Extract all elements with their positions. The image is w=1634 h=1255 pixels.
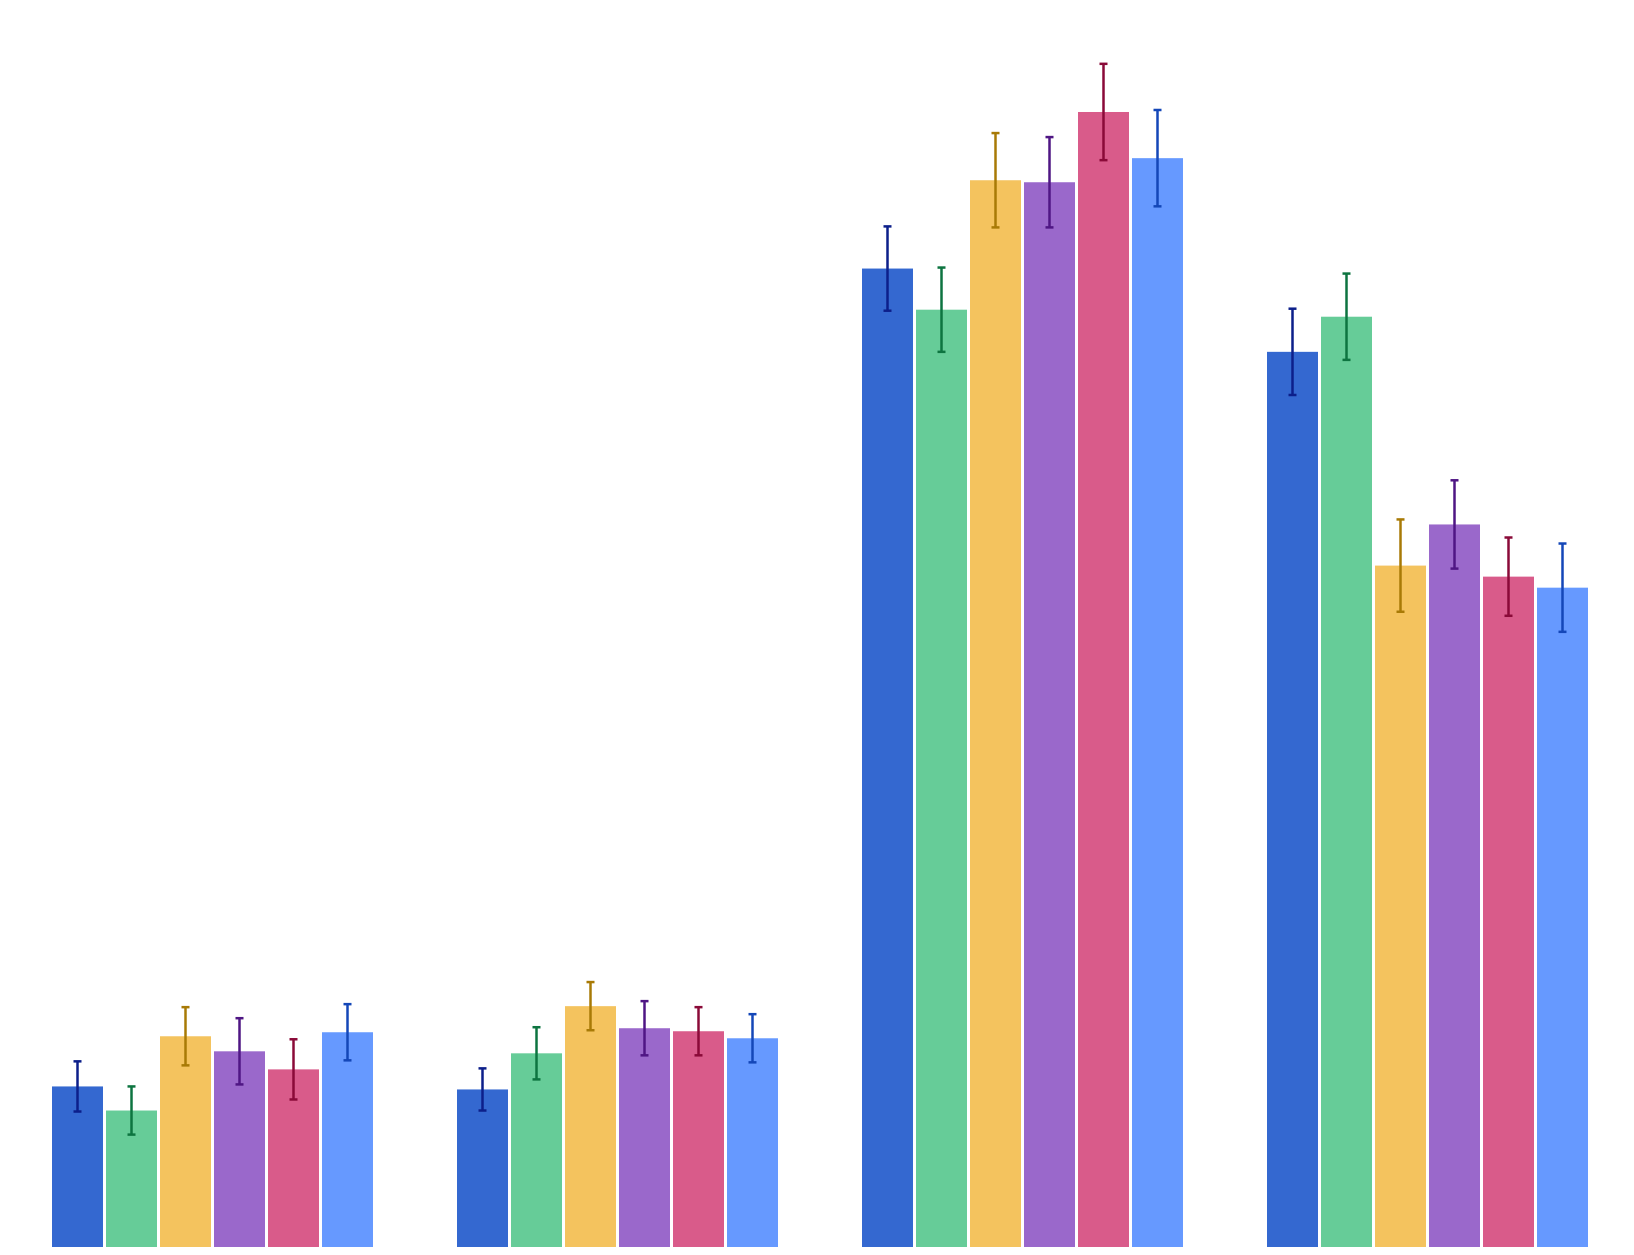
bar-g1-s1 xyxy=(52,1086,103,1247)
bar-g3-s5 xyxy=(1078,111,1129,1247)
bar-g4-s3 xyxy=(1375,565,1426,1247)
error-bar-g1-s4 xyxy=(235,1016,244,1086)
bar-g4-s5 xyxy=(1483,576,1534,1247)
error-bar-g3-s6 xyxy=(1153,108,1162,208)
bar-g4-s1 xyxy=(1267,351,1318,1247)
error-bar-g4-s4 xyxy=(1450,479,1459,570)
error-bar-g4-s2 xyxy=(1342,272,1351,362)
bar-g2-s6 xyxy=(727,1038,778,1247)
bar-g2-s2 xyxy=(511,1053,562,1247)
bar-g3-s4 xyxy=(1024,182,1075,1247)
error-bar-g1-s6 xyxy=(343,1002,352,1062)
error-bar-g3-s2 xyxy=(937,266,946,354)
bar-g3-s6 xyxy=(1132,158,1183,1247)
error-bar-g4-s3 xyxy=(1396,518,1405,614)
error-bar-g2-s1 xyxy=(478,1067,487,1112)
bar-g2-s3 xyxy=(565,1006,616,1247)
bar-g2-s4 xyxy=(619,1028,670,1247)
error-bar-g2-s6 xyxy=(748,1012,757,1064)
bar-g3-s3 xyxy=(970,180,1021,1247)
bar-g4-s4 xyxy=(1429,524,1480,1247)
bar-g2-s5 xyxy=(673,1031,724,1247)
error-bar-g4-s1 xyxy=(1288,307,1297,397)
error-bar-g1-s1 xyxy=(73,1060,82,1113)
bar-g3-s2 xyxy=(916,309,967,1247)
bar-g3-s1 xyxy=(862,268,913,1247)
error-bar-g2-s4 xyxy=(640,999,649,1057)
bar-g4-s2 xyxy=(1321,316,1372,1247)
error-bar-g3-s1 xyxy=(883,225,892,312)
error-bar-g1-s3 xyxy=(181,1005,190,1067)
error-bar-g4-s6 xyxy=(1558,542,1567,634)
error-bar-g2-s2 xyxy=(532,1025,541,1081)
bar-g2-s1 xyxy=(457,1089,508,1247)
bar-g1-s6 xyxy=(322,1032,373,1247)
error-bar-g3-s3 xyxy=(991,131,1000,229)
error-bar-g1-s5 xyxy=(289,1038,298,1101)
bar-g1-s3 xyxy=(160,1036,211,1247)
error-bar-g3-s4 xyxy=(1045,135,1054,229)
bar-g4-s6 xyxy=(1537,587,1588,1247)
error-bar-g2-s5 xyxy=(694,1005,703,1057)
error-bar-g4-s5 xyxy=(1504,536,1513,618)
error-bar-g2-s3 xyxy=(586,980,595,1032)
error-bar-g1-s2 xyxy=(127,1085,136,1136)
error-bar-g3-s5 xyxy=(1099,62,1108,162)
